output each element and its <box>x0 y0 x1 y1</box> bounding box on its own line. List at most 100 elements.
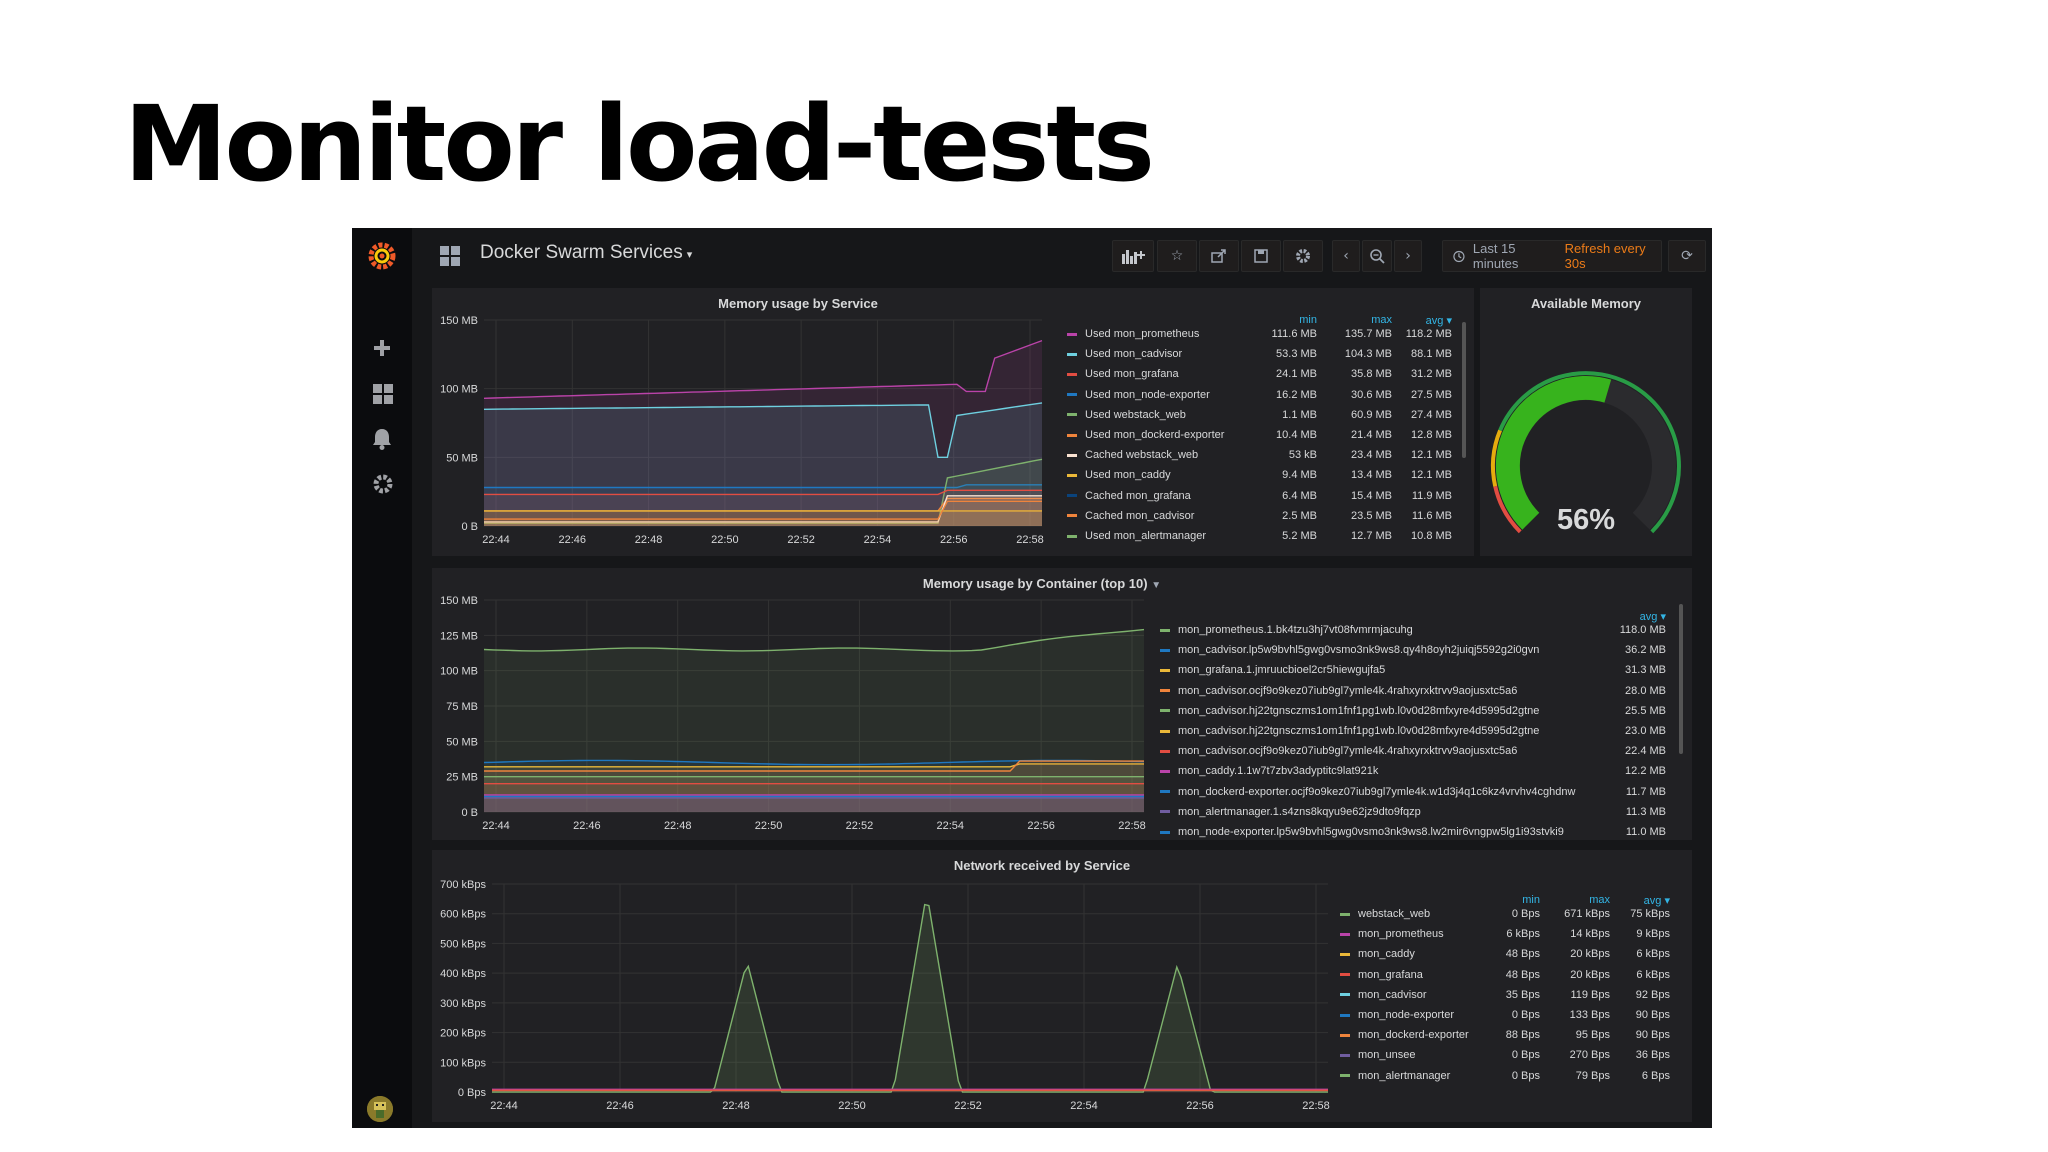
legend-row[interactable]: mon_node-exporter.lp5w9bvhl5gwg0vsmo3nk9… <box>1160 822 1670 842</box>
time-forward-button[interactable]: › <box>1394 240 1422 272</box>
legend-series-name[interactable]: mon_alertmanager <box>1358 1069 1451 1082</box>
legend-swatch[interactable] <box>1340 1074 1350 1078</box>
legend-series-name[interactable]: mon_cadvisor <box>1358 988 1427 1001</box>
legend-swatch[interactable] <box>1160 709 1170 713</box>
legend-series-name[interactable]: mon_cadvisor.ocjf9o9kez07iub9gl7ymle4k.4… <box>1178 745 1518 758</box>
zoom-out-button[interactable] <box>1362 240 1392 272</box>
legend-series-name[interactable]: mon_cadvisor.hj22tgnsczms1om1fnf1pg1wb.l… <box>1178 704 1540 717</box>
legend-header-1[interactable]: max <box>1371 314 1392 326</box>
legend-row[interactable]: mon_node-exporter 0 Bps 133 Bps 90 Bps <box>1340 1005 1670 1025</box>
refresh-button[interactable]: ⟳ <box>1668 240 1706 272</box>
legend-swatch[interactable] <box>1067 413 1077 417</box>
dashboards-icon[interactable] <box>372 383 393 404</box>
legend-row[interactable]: mon_grafana.1.jmruucbioel2cr5hiewgujfa5 3… <box>1160 660 1670 680</box>
legend-row[interactable]: Cached mon_cadvisor 2.5 MB 23.5 MB 11.6 MB <box>1067 506 1457 526</box>
legend-swatch[interactable] <box>1160 648 1170 652</box>
legend-row[interactable]: mon_caddy.1.1w7t7zbv3adyptitc9lat921k 12.… <box>1160 761 1670 781</box>
star-button[interactable]: ☆ <box>1157 240 1197 272</box>
legend-series-name[interactable]: Cached webstack_web <box>1085 449 1199 462</box>
memory-by-service-graph[interactable]: 150 MB 100 MB 50 MB 0 B 22:44 22:46 22:48 22:50… <box>432 288 1052 556</box>
save-button[interactable] <box>1241 240 1281 272</box>
legend-row[interactable]: mon_unsee 0 Bps 270 Bps 36 Bps <box>1340 1045 1670 1065</box>
legend-scrollbar[interactable] <box>1679 604 1683 754</box>
legend-row[interactable]: Cached mon_grafana 6.4 MB 15.4 MB 11.9 MB <box>1067 486 1457 506</box>
settings-button[interactable] <box>1283 240 1323 272</box>
legend-row[interactable]: mon_alertmanager 0 Bps 79 Bps 6 Bps <box>1340 1066 1670 1086</box>
memory-by-container-graph[interactable]: 150 MB 125 MB 100 MB 75 MB 50 MB 25 MB 0 B 22:4… <box>432 568 1152 840</box>
legend-series-name[interactable]: mon_prometheus.1.bk4tzu3hj7vt08fvmrmjacu… <box>1178 624 1413 636</box>
legend-swatch[interactable] <box>1340 912 1350 916</box>
legend-row[interactable]: mon_cadvisor 35 Bps 119 Bps 92 Bps <box>1340 985 1670 1005</box>
legend-swatch[interactable] <box>1067 352 1077 356</box>
dashboard-title-dropdown[interactable]: Docker Swarm Services ▾ <box>480 242 692 264</box>
legend-header-0[interactable]: avg ▾ <box>1639 611 1666 623</box>
legend-row[interactable]: Used mon_node-exporter 16.2 MB 30.6 MB 27.5… <box>1067 385 1457 405</box>
legend-swatch[interactable] <box>1340 1053 1350 1057</box>
legend-series-name[interactable]: Cached mon_grafana <box>1085 489 1191 502</box>
legend-header-0[interactable]: min <box>1522 894 1540 906</box>
legend-series-name[interactable]: mon_node-exporter.lp5w9bvhl5gwg0vsmo3nk9… <box>1178 826 1564 838</box>
legend-series-name[interactable]: mon_cadvisor.ocjf9o9kez07iub9gl7ymle4k.4… <box>1178 684 1518 697</box>
legend-row[interactable]: Cached webstack_web 53 kB 23.4 MB 12.1 MB <box>1067 445 1457 465</box>
legend-series-name[interactable]: mon_grafana <box>1358 968 1423 981</box>
legend-row[interactable]: mon_prometheus.1.bk4tzu3hj7vt08fvmrmjacu… <box>1160 620 1670 640</box>
legend-swatch[interactable] <box>1340 1013 1350 1017</box>
legend-swatch[interactable] <box>1067 473 1077 477</box>
legend-row[interactable]: mon_grafana 48 Bps 20 kBps 6 kBps <box>1340 965 1670 985</box>
legend-header-0[interactable]: min <box>1299 314 1317 326</box>
legend-swatch[interactable] <box>1340 1033 1350 1037</box>
legend-swatch[interactable] <box>1067 494 1077 498</box>
add-panel-button[interactable] <box>1112 240 1154 272</box>
legend-row[interactable]: mon_alertmanager.1.s4zns8kqyu9e62jz9dto9… <box>1160 802 1670 822</box>
legend-series-name[interactable]: mon_caddy.1.1w7t7zbv3adyptitc9lat921k <box>1178 765 1379 778</box>
legend-swatch[interactable] <box>1067 332 1077 336</box>
legend-row[interactable]: mon_cadvisor.ocjf9o9kez07iub9gl7ymle4k.4… <box>1160 681 1670 701</box>
legend-swatch[interactable] <box>1340 973 1350 977</box>
legend-row[interactable]: Used mon_caddy 9.4 MB 13.4 MB 12.1 MB <box>1067 465 1457 485</box>
legend-swatch[interactable] <box>1067 393 1077 397</box>
legend-swatch[interactable] <box>1160 749 1170 753</box>
legend-swatch[interactable] <box>1160 628 1170 632</box>
legend-swatch[interactable] <box>1160 729 1170 733</box>
legend-series-name[interactable]: mon_grafana.1.jmruucbioel2cr5hiewgujfa5 <box>1178 664 1386 677</box>
legend-series-name[interactable]: mon_cadvisor.lp5w9bvhl5gwg0vsmo3nk9ws8.q… <box>1178 644 1540 657</box>
legend-series-name[interactable]: mon_cadvisor.hj22tgnsczms1om1fnf1pg1wb.l… <box>1178 725 1540 737</box>
legend-series-name[interactable]: Used mon_grafana <box>1085 368 1179 381</box>
legend-row[interactable]: mon_cadvisor.lp5w9bvhl5gwg0vsmo3nk9ws8.q… <box>1160 640 1670 660</box>
legend-row[interactable]: Used mon_cadvisor 53.3 MB 104.3 MB 88.1 MB <box>1067 344 1457 364</box>
panel-title[interactable]: Network received by Service <box>953 858 1131 873</box>
legend-series-name[interactable]: Used mon_dockerd-exporter <box>1085 429 1225 441</box>
legend-header-2[interactable]: avg ▾ <box>1643 895 1670 907</box>
legend-swatch[interactable] <box>1340 952 1350 956</box>
legend-row[interactable]: mon_prometheus 6 kBps 14 kBps 9 kBps <box>1340 924 1670 944</box>
plus-icon[interactable] <box>372 338 392 358</box>
legend-row[interactable]: mon_caddy 48 Bps 20 kBps 6 kBps <box>1340 944 1670 964</box>
legend-swatch[interactable] <box>1160 689 1170 693</box>
time-back-button[interactable]: ‹ <box>1332 240 1360 272</box>
legend-swatch[interactable] <box>1067 514 1077 518</box>
user-avatar[interactable] <box>367 1096 393 1122</box>
legend-swatch[interactable] <box>1340 993 1350 997</box>
time-picker-button[interactable]: Last 15 minutes Refresh every 30s <box>1442 240 1662 272</box>
share-button[interactable] <box>1199 240 1239 272</box>
legend-series-name[interactable]: mon_alertmanager.1.s4zns8kqyu9e62jz9dto9… <box>1178 805 1421 818</box>
legend-row[interactable]: Used mon_dockerd-exporter 10.4 MB 21.4 MB 1… <box>1067 425 1457 445</box>
legend-swatch[interactable] <box>1340 932 1350 936</box>
legend-header-2[interactable]: avg ▾ <box>1425 315 1452 327</box>
bell-icon[interactable] <box>372 428 392 450</box>
legend-row[interactable]: mon_cadvisor.hj22tgnsczms1om1fnf1pg1wb.l… <box>1160 721 1670 741</box>
panel-title[interactable]: Memory usage by Service <box>718 296 878 311</box>
legend-swatch[interactable] <box>1067 534 1077 538</box>
grafana-logo-icon[interactable] <box>364 238 400 278</box>
legend-series-name[interactable]: mon_caddy <box>1358 948 1415 961</box>
legend-series-name[interactable]: mon_unsee <box>1358 1049 1416 1062</box>
available-memory-gauge[interactable] <box>1480 288 1692 556</box>
legend-swatch[interactable] <box>1160 668 1170 672</box>
legend-swatch[interactable] <box>1067 372 1077 376</box>
legend-series-name[interactable]: Cached mon_cadvisor <box>1085 509 1195 522</box>
legend-row[interactable]: mon_cadvisor.ocjf9o9kez07iub9gl7ymle4k.4… <box>1160 741 1670 761</box>
legend-row[interactable]: Used mon_prometheus 111.6 MB 135.7 MB 118.2… <box>1067 324 1457 344</box>
legend-swatch[interactable] <box>1160 790 1170 794</box>
legend-series-name[interactable]: Used mon_cadvisor <box>1085 348 1183 361</box>
legend-series-name[interactable]: mon_dockerd-exporter <box>1358 1029 1469 1042</box>
